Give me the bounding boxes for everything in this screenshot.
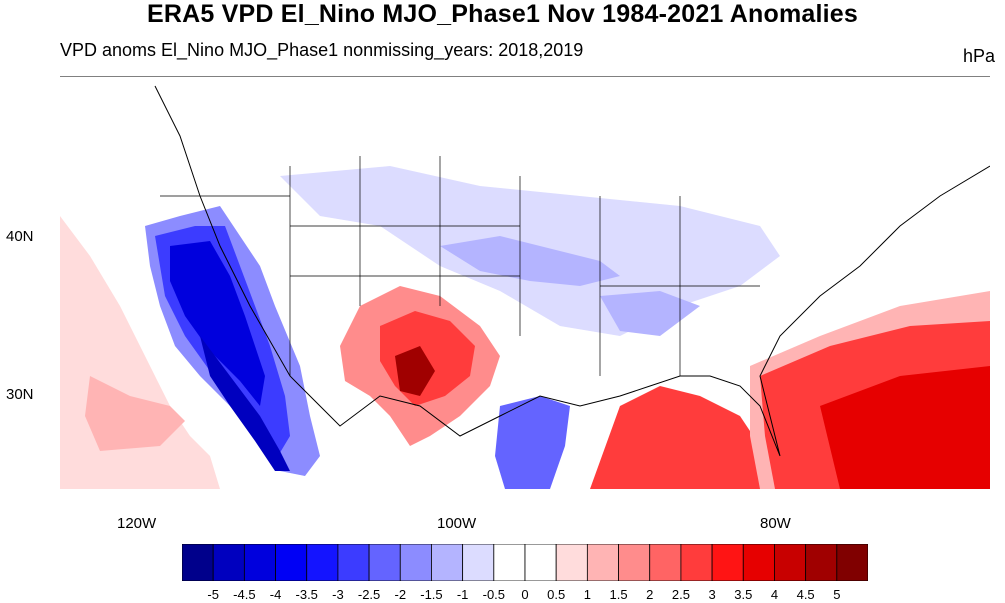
lat-label-30n: 30N: [6, 386, 34, 403]
gulf-negative-anomaly: [495, 396, 570, 489]
colorbar-tick-label: -4.5: [233, 587, 256, 602]
pacific-positive-anomaly-core: [85, 376, 185, 451]
colorbar-tick-label: -4: [269, 587, 282, 602]
colorbar-tick-label: -3.5: [295, 587, 318, 602]
lat-label-40n: 40N: [6, 228, 34, 245]
colorbar-tick-label: 2.5: [671, 587, 690, 602]
colorbar-tick-label: 3.5: [734, 587, 753, 602]
texas-positive-peak: [395, 346, 435, 396]
colorbar-swatch: [399, 543, 432, 582]
colorbar-swatch: [493, 543, 526, 582]
colorbar-tick-label: 0: [521, 587, 529, 602]
east-negative-band: [600, 291, 700, 336]
colorbar-swatch: [618, 543, 651, 582]
colorbar-swatch: [275, 543, 308, 582]
colorbar: [181, 543, 869, 582]
colorbar-tick-label: 3: [708, 587, 716, 602]
colorbar-tick-label: -2.5: [357, 587, 381, 602]
colorbar-tick-label: -2: [394, 587, 407, 602]
colorbar-swatch: [181, 543, 214, 582]
colorbar-swatch: [555, 543, 588, 582]
colorbar-tick-label: 0.5: [547, 587, 566, 602]
plains-negative-core: [440, 236, 620, 286]
colorbar-tick-label: -1: [456, 587, 469, 602]
atlantic-positive-core: [820, 366, 990, 489]
vpd-anomaly-map: [60, 76, 990, 489]
colorbar-swatch: [368, 543, 401, 582]
colorbar-tick-label: -3: [332, 587, 344, 602]
colorbar-tick-label: 4.5: [796, 587, 815, 602]
colorbar-swatch: [306, 543, 339, 582]
colorbar-tick-label: 1.5: [609, 587, 628, 602]
state-borders: [160, 156, 760, 376]
colorbar-swatch: [711, 543, 744, 582]
colorbar-tick-label: 1: [583, 587, 591, 602]
colorbar-tick-label: 4: [770, 587, 779, 602]
colorbar-swatch: [243, 543, 276, 582]
colorbar-tick-label: -0.5: [482, 587, 506, 602]
colorbar-swatch: [212, 543, 245, 582]
colorbar-swatch: [649, 543, 682, 582]
colorbar-swatch: [836, 543, 869, 582]
colorbar-tick-label: 5: [833, 587, 841, 602]
colorbar-swatch: [462, 543, 495, 582]
colorbar-swatch: [742, 543, 775, 582]
units-label: hPa: [962, 46, 995, 66]
colorbar-swatch: [431, 543, 464, 582]
coastline: [60, 76, 990, 457]
colorbar-swatch: [586, 543, 619, 582]
colorbar-tick-label: -5: [207, 587, 219, 602]
colorbar-swatch: [805, 543, 838, 582]
colorbar-tick-label: 2: [646, 587, 654, 602]
lon-label-80w: 80W: [760, 515, 791, 532]
gulf-positive-anomaly: [590, 386, 770, 489]
colorbar-tick-label: -1.5: [420, 587, 443, 602]
lon-label-120w: 120W: [117, 515, 157, 532]
colorbar-swatch: [524, 543, 557, 582]
colorbar-swatch: [774, 543, 807, 582]
colorbar-swatch: [337, 543, 370, 582]
colorbar-swatch: [680, 543, 713, 582]
chart-subtitle: VPD anoms El_Nino MJO_Phase1 nonmissing_…: [60, 40, 584, 60]
baja-negative: [200, 336, 290, 471]
chart-title: ERA5 VPD El_Nino MJO_Phase1 Nov 1984-202…: [147, 0, 858, 28]
lon-label-100w: 100W: [437, 515, 477, 532]
west-coast-core-negative: [170, 241, 265, 406]
colorbar-labels: -5 -4.5 -4 -3.5 -3 -2.5 -2 -1.5 -1 -0.5 0 0.5 1 1.5 2 2…: [182, 587, 868, 603]
